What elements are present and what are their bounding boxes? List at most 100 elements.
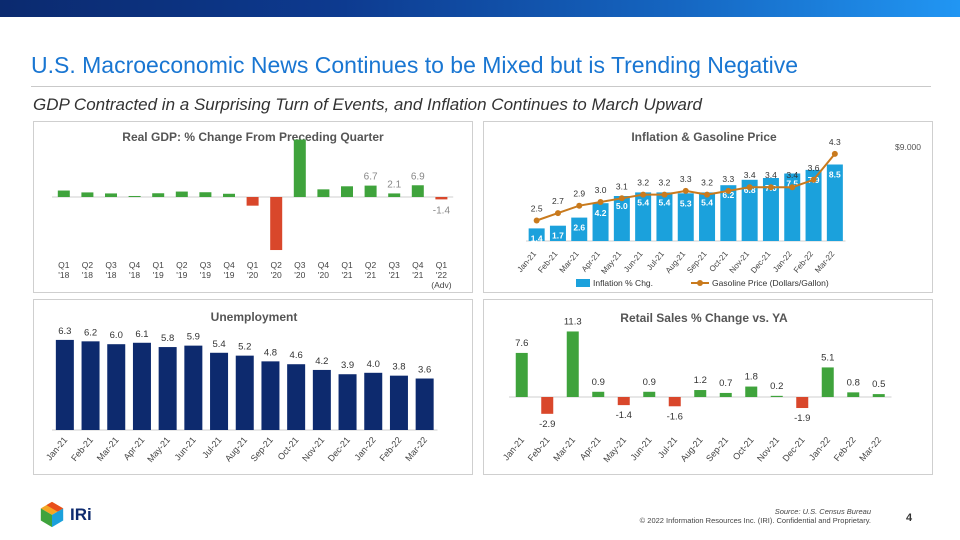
bar-value-label: 5.3 [680, 198, 692, 208]
inflation-gas-chart: Inflation & Gasoline Price 1.4 Jan-21 1.7 Fe… [516, 130, 922, 288]
x-tick-label: Aug-21 [223, 435, 249, 464]
line-point [576, 202, 583, 209]
legend-marker-gasoline [697, 280, 703, 286]
x-tick-label: Sep-21 [704, 435, 730, 464]
data-label: 5.2 [238, 342, 251, 353]
x-tick-label: Q3'20 [294, 260, 306, 280]
bar [617, 397, 630, 406]
bar-value-label: 2.6 [573, 223, 585, 233]
bar [152, 193, 165, 197]
data-label: -1.6 [667, 411, 683, 422]
gdp-chart-panel: Real GDP: % Change From Preceding Quarte… [33, 121, 473, 293]
bar-value-label: 4.2 [595, 208, 607, 218]
x-tick-label: Q1'21 [341, 260, 353, 280]
bar [158, 347, 177, 430]
x-tick-label: Q1'18 [58, 260, 70, 280]
x-tick-label: Jul-21 [200, 435, 223, 460]
bar [261, 361, 280, 430]
x-tick-label: Jan-21 [501, 435, 526, 463]
x-tick-label: Aug-21 [678, 435, 704, 464]
line-point [640, 191, 647, 198]
chart-title: Retail Sales % Change vs. YA [620, 311, 788, 325]
x-tick-label: Q4'18 [129, 260, 141, 280]
line-point [682, 187, 689, 194]
line-point [554, 210, 561, 217]
data-label: 3.9 [341, 360, 354, 371]
data-label: 3.6 [418, 365, 431, 376]
page-number: 4 [906, 512, 913, 524]
line-value-label: 3.3 [722, 174, 734, 184]
data-label: 7.6 [515, 338, 528, 349]
data-label: 0.5 [872, 379, 885, 390]
line-point [618, 195, 625, 202]
title-divider [31, 86, 931, 87]
line-point [767, 184, 774, 191]
data-label: 0.9 [592, 377, 605, 388]
data-label: 0.9 [643, 377, 656, 388]
x-tick-label: Mar-22 [857, 435, 883, 463]
x-tick-label: Mar-22 [403, 435, 429, 463]
line-value-label: 3.2 [637, 178, 649, 188]
bar [389, 375, 408, 430]
bar [415, 378, 434, 430]
data-label: 6.1 [135, 329, 148, 340]
x-tick-label: Sep-21 [249, 435, 275, 464]
line-point [789, 184, 796, 191]
line-point [746, 184, 753, 191]
line-value-label: 2.7 [552, 196, 564, 206]
bar [719, 392, 732, 397]
x-tick-label: Jul-21 [656, 435, 679, 460]
line-value-label: 3.0 [595, 185, 607, 195]
bar-value-label: 7.5 [786, 179, 798, 189]
bar-value-label: 5.4 [659, 197, 671, 207]
data-label: 6.2 [84, 327, 97, 338]
data-label: 4.8 [264, 347, 277, 358]
bar [694, 390, 707, 397]
bar [571, 217, 588, 241]
bar [805, 169, 822, 241]
bar [411, 185, 424, 197]
x-tick-label: Mar-22 [813, 249, 837, 275]
bar [821, 367, 834, 397]
bar [287, 364, 306, 430]
brand-name: IRi [70, 505, 92, 524]
bar [338, 374, 357, 430]
line-value-label: 3.2 [659, 178, 671, 188]
line-point [810, 176, 817, 183]
bar-value-label: 5.0 [616, 201, 628, 211]
bar [784, 173, 801, 241]
line-value-label: 3.4 [786, 170, 798, 180]
bar [81, 341, 100, 430]
x-tick-label: Apr-21 [121, 435, 146, 462]
line-value-label: 4.3 [829, 137, 841, 147]
bar [235, 355, 254, 430]
bar [364, 372, 383, 430]
data-label: -1.4 [433, 205, 451, 216]
x-tick-label: Jan-22 [771, 249, 794, 274]
legend-label-gasoline: Gasoline Price (Dollars/Gallon) [712, 278, 829, 288]
unemployment-chart: Unemployment 6.3 Jan-21 6.2 Feb-21 6.0 Mar-21 6… [44, 310, 438, 464]
x-tick-label: Nov-21 [300, 435, 326, 464]
bar-value-label: 1.7 [552, 231, 564, 241]
data-label: 5.4 [212, 339, 225, 350]
x-tick-label: Apr-21 [578, 435, 603, 462]
bar [541, 397, 554, 414]
bar [592, 203, 609, 241]
data-label: 4.6 [290, 350, 303, 361]
data-label: 6.9 [411, 171, 425, 182]
gdp-chart: Real GDP: % Change From Preceding Quarte… [52, 130, 454, 290]
data-label: -1.4 [616, 410, 632, 421]
x-tick-label: Feb-22 [792, 249, 816, 275]
data-label: 11.3 [564, 316, 582, 327]
chart-title: Real GDP: % Change From Preceding Quarte… [122, 130, 384, 144]
bar [388, 193, 401, 197]
line-value-label: 2.5 [531, 204, 543, 214]
bar-value-label: 6.2 [722, 190, 734, 200]
bar [770, 395, 783, 397]
bar [549, 225, 566, 241]
bar [592, 391, 605, 397]
data-label: 4.0 [367, 359, 380, 370]
chart-title: Unemployment [211, 310, 298, 324]
x-tick-label: Mar-21 [95, 435, 121, 463]
x-tick-label: Q3'18 [105, 260, 117, 280]
